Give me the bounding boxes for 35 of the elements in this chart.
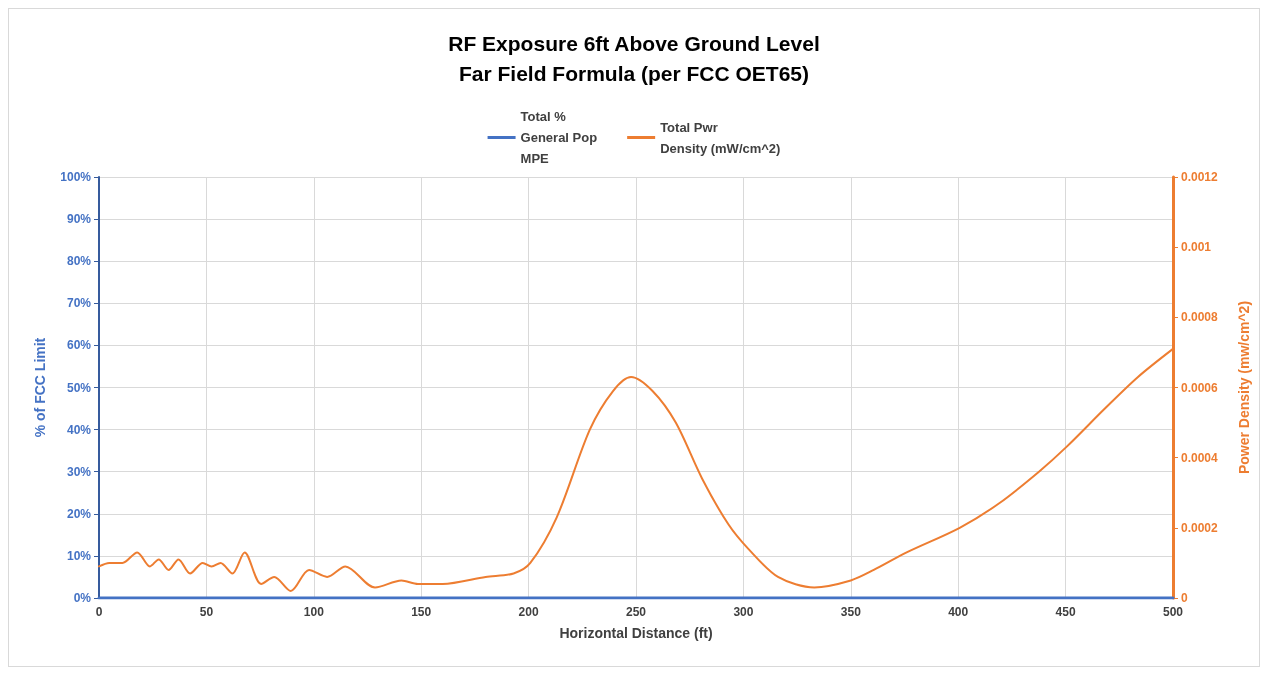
y-tick-label: 80% [66, 254, 92, 269]
y2-tick-label: 0.0012 [1181, 170, 1219, 184]
x-tick-label: 0 [95, 605, 103, 619]
x-tick-label: 350 [840, 605, 862, 619]
y2-axis-title: Power Density (mw/cm^2) [1236, 300, 1252, 475]
x-tick-label: 200 [518, 605, 539, 619]
y-tick-label: 70% [66, 296, 92, 311]
y2-tick-label: 0.0008 [1181, 310, 1219, 325]
x-axis-title: Horizontal Distance (ft) [559, 625, 713, 641]
y-tick-label: 100% [60, 170, 92, 184]
x-tick-label: 500 [1162, 605, 1184, 619]
y-tick-label: 20% [66, 506, 92, 521]
chart-title: RF Exposure 6ft Above Ground Level Far Field Formula (per FCC OET65) [448, 31, 820, 85]
y-tick-label: 10% [66, 548, 92, 563]
x-tick-label: 150 [411, 605, 432, 619]
y2-tick-label: 0 [1181, 591, 1188, 605]
x-tick-label: 400 [948, 605, 969, 619]
y-tick-label: 90% [66, 212, 92, 227]
y-tick-label: 40% [66, 422, 92, 437]
x-tick-label: 250 [625, 605, 647, 619]
y-tick-label: 50% [66, 380, 92, 395]
legend-label: Total % General Pop MPE [520, 109, 598, 166]
y2-tick-label: 0.0004 [1181, 450, 1219, 465]
y2-tick-label: 0.0002 [1181, 520, 1219, 535]
x-tick-label: 450 [1055, 605, 1076, 619]
x-tick-label: 300 [733, 605, 754, 619]
x-tick-label: 50 [199, 605, 214, 619]
x-tick-label: 100 [303, 605, 325, 619]
y-tick-label: 0% [73, 591, 92, 605]
y2-tick-label: 0.0006 [1181, 380, 1219, 395]
y-axis-title: % of FCC Limit [32, 337, 48, 438]
y-tick-label: 30% [66, 464, 92, 479]
legend-label: Total Pwr Density (mW/cm^2) [660, 119, 781, 156]
y-tick-label: 60% [66, 338, 92, 353]
y2-tick-label: 0.001 [1181, 240, 1212, 255]
